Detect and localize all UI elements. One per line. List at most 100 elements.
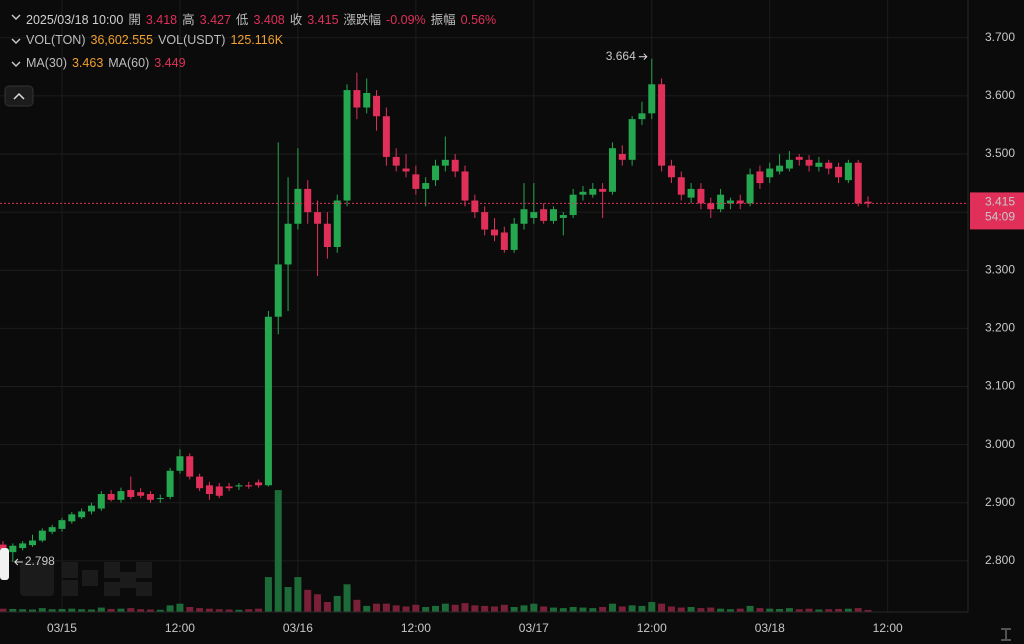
candle-body xyxy=(402,168,410,172)
candle-body xyxy=(785,159,793,169)
candle-body xyxy=(569,194,577,216)
watermark-block xyxy=(62,580,78,596)
volume-bar xyxy=(284,587,292,612)
candle-body xyxy=(245,485,253,487)
candle-body xyxy=(628,119,636,160)
axis-scale-icon[interactable] xyxy=(1001,628,1011,641)
x-tick-label: 12:00 xyxy=(401,621,431,635)
candle-body xyxy=(137,492,145,496)
candle-body xyxy=(461,171,469,201)
candle-body xyxy=(756,171,764,184)
volume-bar xyxy=(844,608,852,612)
volume-bar xyxy=(97,607,105,612)
candle-body xyxy=(844,162,852,181)
scroll-handle[interactable] xyxy=(0,548,9,580)
x-tick-label: 12:00 xyxy=(873,621,903,635)
candle-body xyxy=(795,156,803,160)
header-field-label: 收 xyxy=(289,13,303,27)
chevron-up-icon xyxy=(13,92,25,100)
header-field-value: 3.427 xyxy=(199,13,231,27)
volume-bar xyxy=(776,608,784,612)
volume-bar xyxy=(402,606,410,612)
watermark-block xyxy=(62,562,78,578)
volume-bar xyxy=(304,589,312,612)
arrow xyxy=(638,53,648,61)
volume-bar xyxy=(422,607,430,612)
collapse-button[interactable] xyxy=(4,85,34,107)
candle-body xyxy=(667,165,675,178)
candle-body xyxy=(510,223,518,250)
current-price-label: 3.415 xyxy=(985,195,1015,209)
chevron-icon[interactable] xyxy=(11,38,21,44)
volume-bar xyxy=(648,602,656,612)
volume-bar xyxy=(48,609,56,612)
candle-body xyxy=(215,486,223,496)
volume-bar xyxy=(225,609,233,612)
volume-bar xyxy=(87,609,95,612)
volume-bar xyxy=(599,607,607,612)
candle-body xyxy=(776,165,784,172)
header-field-value: -0.09% xyxy=(386,13,426,27)
volume-bar xyxy=(146,609,154,612)
volume-bar xyxy=(127,608,135,612)
candle-body xyxy=(530,212,538,218)
candle-body xyxy=(117,491,125,500)
header-field-label: VOL(TON) xyxy=(26,33,86,47)
watermark-block xyxy=(20,562,54,596)
volume-bar xyxy=(68,608,76,612)
candle-body xyxy=(146,494,154,500)
y-tick-label: 3.200 xyxy=(985,321,1015,335)
volume-bar xyxy=(815,609,823,612)
volume-bar xyxy=(38,608,46,612)
header-field-label: 振幅 xyxy=(430,13,456,27)
volume-bar xyxy=(166,605,174,612)
volume-bar xyxy=(58,608,66,612)
candles xyxy=(0,58,872,563)
candle-body xyxy=(500,232,508,250)
volume-bar xyxy=(756,608,764,612)
current-price-box xyxy=(970,192,1024,230)
volume-bar xyxy=(638,605,646,612)
volume-bar xyxy=(196,608,204,612)
header-field-label: 低 xyxy=(235,13,249,27)
volume-bar xyxy=(264,577,272,612)
candle-body xyxy=(599,188,607,192)
candle-body xyxy=(441,159,449,166)
candle-body xyxy=(382,116,390,157)
volume-bar xyxy=(382,603,390,612)
candle-body xyxy=(658,84,666,166)
volume-bar xyxy=(274,490,282,612)
candle-body xyxy=(579,191,587,195)
volume-bar xyxy=(569,607,577,612)
candle-body xyxy=(373,95,381,117)
y-tick-label: 3.000 xyxy=(985,437,1015,451)
volume-bar xyxy=(451,604,459,612)
candle-body xyxy=(766,168,774,178)
candle-body xyxy=(589,188,597,195)
volume-bar xyxy=(854,608,862,612)
chevron-icon[interactable] xyxy=(11,14,21,20)
candle-body xyxy=(284,223,292,265)
header-field-value: 3.463 xyxy=(71,56,104,70)
candle-body xyxy=(19,543,27,549)
volume-bar xyxy=(530,603,538,612)
volume-bar xyxy=(441,603,449,612)
volume-bar xyxy=(549,607,557,612)
volume-bar xyxy=(559,608,567,612)
volume-bar xyxy=(235,609,243,612)
chevron-icon[interactable] xyxy=(11,61,21,67)
candle-body xyxy=(815,162,823,167)
candle-body xyxy=(746,174,754,204)
volume-bar xyxy=(628,605,636,612)
volume-bar xyxy=(481,605,489,612)
x-tick-label: 03/17 xyxy=(519,621,549,635)
candle-body xyxy=(540,209,548,221)
volume-bar xyxy=(156,609,164,612)
high-label: 3.664 xyxy=(606,49,636,63)
volume-bar xyxy=(215,609,223,612)
volume-bar xyxy=(667,606,675,612)
candle-body xyxy=(333,200,341,248)
x-tick-label: 12:00 xyxy=(165,621,195,635)
candle-body xyxy=(78,511,86,518)
